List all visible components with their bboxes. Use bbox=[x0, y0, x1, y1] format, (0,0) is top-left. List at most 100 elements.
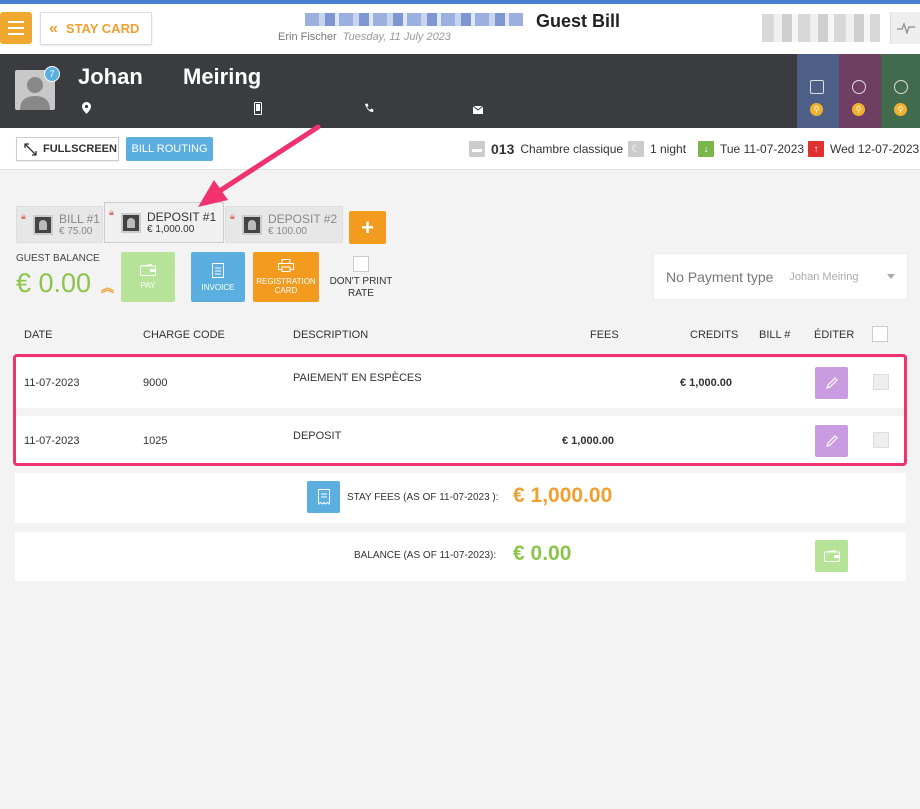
search-icon: ⚲ bbox=[810, 103, 823, 116]
bill-tab-1[interactable]: 🔒︎ BILL #1 € 75.00 bbox=[16, 206, 103, 243]
invoice-label: INVOICE bbox=[201, 282, 235, 292]
payment-type-value: No Payment type bbox=[666, 268, 774, 285]
guest-thumbnail bbox=[33, 214, 53, 235]
fullscreen-button[interactable]: FULLSCREEN bbox=[16, 137, 119, 161]
row-date: 11-07-2023 bbox=[24, 435, 80, 447]
departure-date: Wed 12-07-2023 bbox=[830, 142, 920, 156]
bill-routing-button[interactable]: BILL ROUTING bbox=[126, 137, 213, 161]
person-icon bbox=[20, 77, 50, 110]
double-chevron-left-icon: « bbox=[49, 19, 58, 37]
page-title: Guest Bill bbox=[536, 11, 621, 31]
balance-label: BALANCE (AS OF 11-07-2023): bbox=[354, 550, 497, 561]
header-edit: ÉDITER bbox=[814, 329, 855, 341]
balance-pay-button[interactable] bbox=[815, 540, 848, 572]
edit-button[interactable] bbox=[815, 425, 848, 457]
room-info: ▬ 013 Chambre classique bbox=[469, 141, 623, 157]
dont-print-rate-checkbox[interactable] bbox=[353, 256, 369, 272]
row-credits: € 1,000.00 bbox=[680, 377, 732, 389]
current-date: Tuesday, 11 July 2023 bbox=[342, 31, 451, 43]
expand-icon bbox=[24, 142, 37, 156]
bill-title: DEPOSIT #2 bbox=[268, 211, 338, 226]
guest-last-name: Meiring bbox=[183, 64, 262, 89]
bill-amount: € 1,000.00 bbox=[147, 223, 195, 235]
bill-amount: € 100.00 bbox=[268, 225, 307, 237]
receipt-icon bbox=[317, 489, 330, 505]
printer-icon bbox=[278, 259, 294, 272]
lock-icon: 🔒︎ bbox=[230, 211, 235, 221]
bill-title: BILL #1 bbox=[59, 211, 100, 226]
guest-header bbox=[0, 54, 920, 128]
stay-fees-value: € 1,000.00 bbox=[513, 484, 613, 507]
notification-badge[interactable]: 7 bbox=[44, 66, 60, 82]
header-bill-number: BILL # bbox=[759, 329, 791, 341]
activity-button[interactable] bbox=[890, 12, 920, 44]
wallet-icon bbox=[140, 264, 156, 276]
arrow-down-icon: ↓ bbox=[698, 141, 714, 157]
bill-amount: € 75.00 bbox=[59, 225, 93, 237]
plus-icon: + bbox=[361, 214, 374, 240]
row-checkbox[interactable] bbox=[873, 374, 889, 390]
payment-type-select[interactable]: No Payment type Johan Meiring bbox=[653, 253, 908, 300]
lock-icon: 🔒︎ bbox=[21, 211, 26, 221]
registration-card-label: REGISTRATION CARD bbox=[256, 277, 316, 295]
top-accent-line bbox=[0, 0, 920, 4]
lock-icon: 🔒︎ bbox=[109, 207, 114, 217]
edit-button[interactable] bbox=[815, 367, 848, 399]
nights: 1 night bbox=[650, 142, 687, 156]
phone-icon bbox=[364, 103, 374, 116]
stay-card-button[interactable]: « STAY CARD bbox=[40, 12, 152, 45]
header-charge-code: CHARGE CODE bbox=[143, 329, 225, 341]
row-charge-code: 1025 bbox=[143, 435, 168, 447]
table-row bbox=[15, 358, 906, 408]
pay-button[interactable]: PAY bbox=[121, 252, 175, 302]
select-all-checkbox[interactable] bbox=[872, 326, 888, 342]
moon-icon: ☾ bbox=[628, 141, 644, 157]
room-number: 013 bbox=[491, 141, 515, 157]
nights-info: ☾ 1 night bbox=[628, 141, 686, 157]
header-credits: CREDITS bbox=[690, 329, 739, 341]
wallet-icon bbox=[823, 550, 840, 562]
bill-tab-deposit-1[interactable]: 🔒︎ DEPOSIT #1 € 1,000.00 bbox=[104, 202, 224, 243]
bill-title: DEPOSIT #1 bbox=[147, 209, 217, 224]
row-checkbox[interactable] bbox=[873, 432, 889, 448]
row-fees: € 1,000.00 bbox=[562, 435, 614, 447]
arrival-date: Tue 11-07-2023 bbox=[720, 142, 805, 156]
chevron-up-icon[interactable]: ︽ bbox=[101, 280, 115, 295]
balance-row bbox=[15, 532, 906, 581]
bed-icon: ▬ bbox=[469, 141, 485, 157]
caret-down-icon bbox=[887, 274, 895, 279]
row-charge-code: 9000 bbox=[143, 377, 168, 389]
pencil-icon bbox=[825, 377, 838, 389]
pulse-icon bbox=[896, 22, 915, 34]
blurred-logo bbox=[762, 14, 880, 42]
arrow-up-icon: ↑ bbox=[808, 141, 824, 157]
invoice-button[interactable]: INVOICE bbox=[191, 252, 245, 302]
table-row bbox=[15, 416, 906, 464]
row-description: PAIEMENT EN ESPÈCES bbox=[293, 372, 422, 384]
guest-balance-value: € 0.00 bbox=[16, 268, 92, 298]
stay-fees-button[interactable] bbox=[307, 481, 340, 513]
tile-circles[interactable]: ⚲ bbox=[881, 54, 920, 128]
search-icon: ⚲ bbox=[852, 103, 865, 116]
header-fees: FEES bbox=[590, 329, 619, 341]
menu-button[interactable] bbox=[0, 12, 32, 44]
arrival-info: ↓ Tue 11-07-2023 bbox=[698, 141, 804, 157]
tile-room[interactable]: ⚲ bbox=[797, 54, 839, 128]
document-icon bbox=[212, 262, 224, 278]
rows-highlight-box bbox=[13, 354, 907, 466]
bill-tab-deposit-2[interactable]: 🔒︎ DEPOSIT #2 € 100.00 bbox=[225, 206, 343, 243]
pay-label: PAY bbox=[140, 281, 156, 290]
blurred-hotel-name bbox=[305, 13, 523, 26]
payer-name: Johan Meiring bbox=[789, 270, 859, 283]
departure-info: ↑ Wed 12-07-2023 bbox=[808, 141, 919, 157]
registration-card-button[interactable]: REGISTRATION CARD bbox=[253, 252, 319, 302]
guest-first-name: Johan bbox=[78, 64, 143, 89]
dont-print-rate-label: DON'T PRINT RATE bbox=[329, 276, 393, 299]
guest-thumbnail bbox=[121, 212, 141, 233]
add-bill-button[interactable]: + bbox=[349, 211, 386, 244]
guest-balance-label: GUEST BALANCE bbox=[16, 253, 100, 264]
user-name: Erin Fischer bbox=[278, 31, 337, 43]
header-description: DESCRIPTION bbox=[293, 329, 369, 341]
tile-globe[interactable]: ⚲ bbox=[839, 54, 881, 128]
guest-thumbnail bbox=[242, 214, 262, 235]
